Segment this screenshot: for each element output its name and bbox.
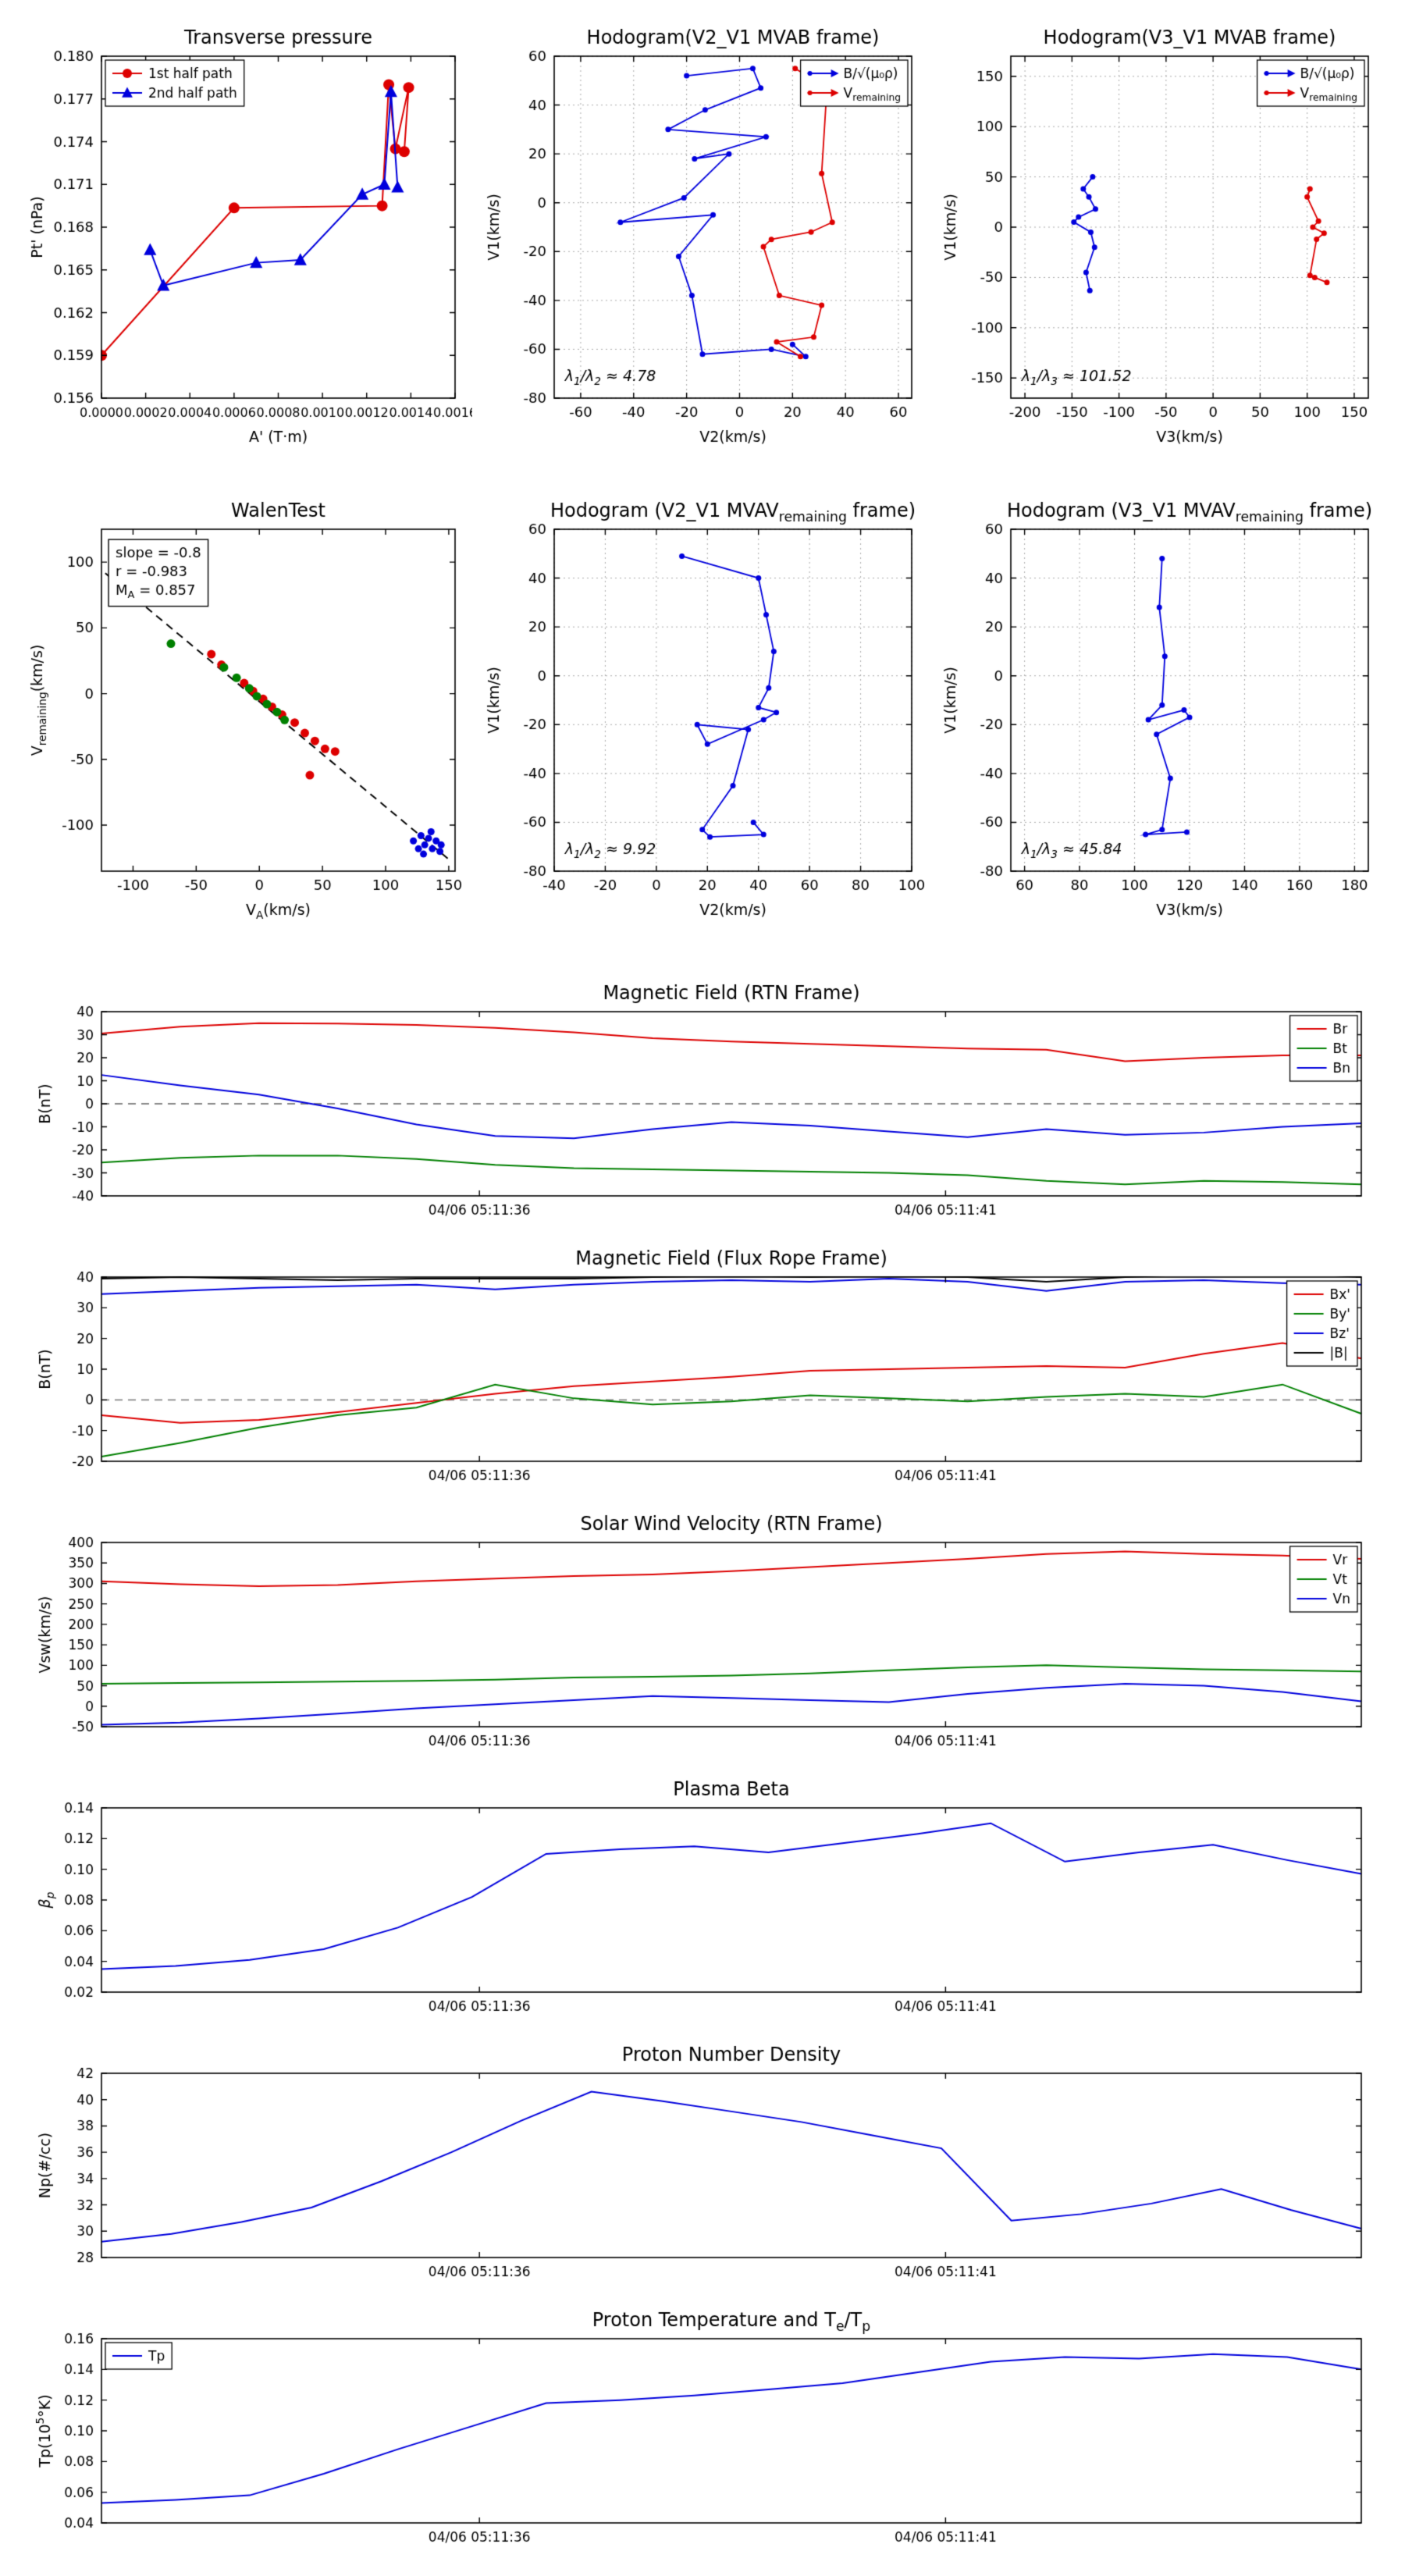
chart-transverse-pressure [23, 17, 472, 453]
chart-solar-wind-velocity [31, 1508, 1374, 1767]
chart-magnetic-field-rtn [31, 977, 1374, 1236]
chart-magnetic-field-flux-rope [31, 1243, 1374, 1502]
chart-hodogram-v3v1-mvav-remaining [937, 490, 1385, 926]
chart-hodogram-v2v1-mvab [480, 17, 929, 453]
chart-hodogram-v3v1-mvab [937, 17, 1385, 453]
chart-plasma-beta [31, 1774, 1374, 2033]
chart-hodogram-v2v1-mvav-remaining [480, 490, 929, 926]
chart-walen-test [23, 490, 472, 926]
chart-proton-temperature [31, 2304, 1374, 2564]
chart-proton-number-density [31, 2039, 1374, 2298]
